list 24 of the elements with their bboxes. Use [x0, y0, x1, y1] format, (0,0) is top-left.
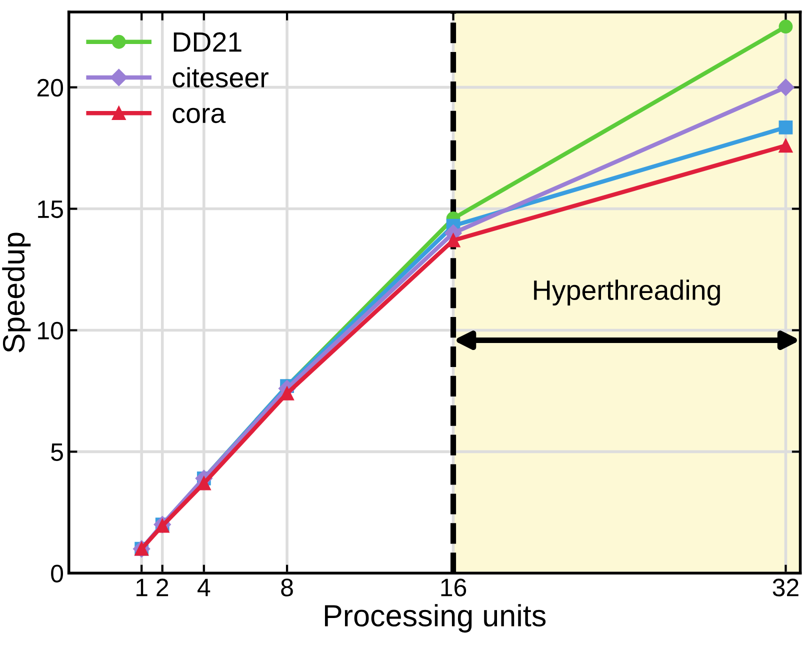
y-tick-label: 0	[51, 564, 64, 582]
x-tick-label: 16	[441, 578, 466, 596]
point	[778, 138, 793, 153]
x-tick-label: 2	[156, 578, 168, 596]
y-tick-label: 20	[37, 78, 64, 97]
point	[778, 20, 793, 34]
point	[446, 233, 460, 248]
point	[777, 78, 794, 96]
y-tick-label: 10	[38, 322, 64, 340]
x-tick-label: 4	[198, 578, 210, 596]
y-tick-label: 5	[51, 444, 63, 461]
x-axis-title: Processing units	[324, 604, 546, 633]
y-tick-label: 15	[38, 200, 63, 218]
band-label: Hyperthreading	[534, 280, 720, 306]
point	[778, 120, 793, 134]
point	[280, 386, 294, 400]
legend-label: cora	[172, 108, 226, 124]
legend-label: citeseer	[172, 67, 268, 88]
point	[196, 476, 211, 490]
y-axis-title: Speedup	[2, 232, 31, 352]
x-tick-label: 8	[281, 578, 293, 596]
legend-label: DD21	[174, 32, 242, 52]
x-tick-label: 32	[772, 578, 798, 596]
x-tick-label: 1	[136, 578, 148, 596]
